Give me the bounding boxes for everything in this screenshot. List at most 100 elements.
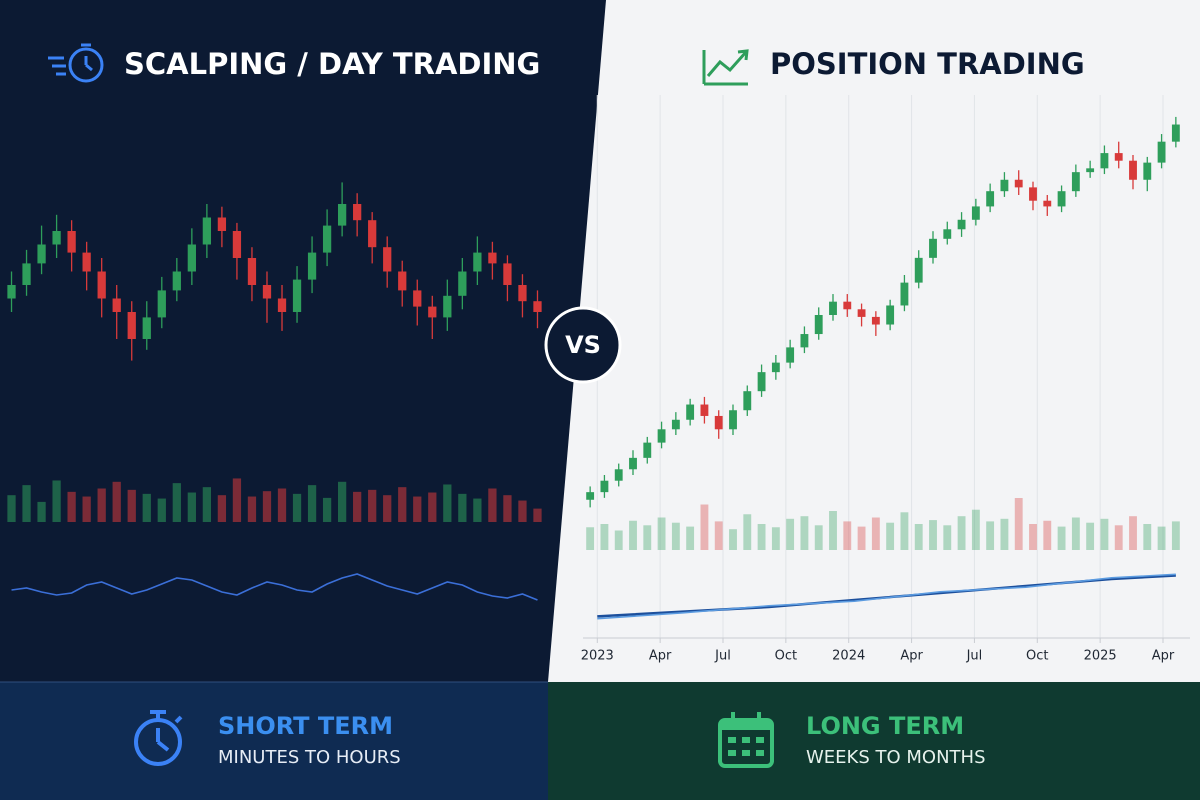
volume-bar (97, 488, 106, 522)
volume-bar (322, 497, 332, 522)
volume-bar (1043, 520, 1052, 550)
volume-bar (786, 518, 795, 550)
candle-body (232, 231, 242, 258)
volume-bar (127, 489, 136, 522)
candle-body (814, 315, 823, 335)
volume-bar (1171, 521, 1180, 550)
candle-body (686, 404, 695, 420)
trend-icon (702, 49, 749, 86)
volume-bar (277, 488, 287, 522)
candle-body (600, 480, 609, 493)
volume-bar (217, 495, 227, 522)
vs-label: VS (565, 331, 601, 359)
candle-body (1071, 172, 1080, 192)
volume-bar (771, 527, 780, 550)
candle-body (398, 271, 407, 291)
volume-bar (843, 521, 852, 550)
volume-bar (37, 501, 46, 522)
candle-body (322, 225, 332, 253)
volume-bar (473, 498, 482, 522)
candle-body (1114, 153, 1123, 161)
candle-body (247, 258, 257, 285)
x-tick-label: Apr (649, 649, 672, 664)
volume-bar (686, 526, 695, 550)
candle-body (82, 252, 91, 272)
volume-bar (533, 508, 542, 522)
footer-right-subtitle: WEEKS TO MONTHS (806, 747, 986, 768)
volume-bar (247, 496, 257, 522)
volume-bar (443, 484, 452, 522)
candle-body (900, 282, 909, 306)
candle-body (37, 244, 46, 264)
candle-body (657, 429, 666, 443)
volume-bar (368, 489, 377, 522)
volume-bar (142, 493, 151, 522)
indicator-line (11, 573, 538, 601)
candle-body (614, 469, 623, 481)
candle-body (172, 271, 181, 291)
volume-bar (202, 487, 212, 522)
candle-body (443, 295, 452, 318)
volume-bar (957, 516, 966, 550)
candle-body (217, 217, 227, 231)
volume-bar (1014, 498, 1023, 550)
volume-bar (172, 483, 181, 522)
candle-body (700, 404, 709, 416)
volume-bar (729, 529, 737, 550)
candle-body (714, 415, 723, 430)
candle-body (277, 298, 287, 312)
left-title: SCALPING / DAY TRADING (124, 47, 540, 81)
right-title: POSITION TRADING (770, 47, 1085, 81)
candle-body (829, 301, 837, 315)
candle-body (127, 312, 136, 339)
volume-bar (67, 491, 76, 522)
candle-body (786, 347, 795, 363)
candle-body (503, 263, 512, 285)
x-tick-label: Apr (900, 649, 923, 664)
footer-right-title: LONG TERM (806, 712, 964, 740)
volume-bar (629, 520, 637, 550)
volume-bar (337, 481, 347, 522)
candle-body (1000, 179, 1009, 192)
candle-body (1100, 153, 1109, 169)
candle-body (353, 204, 362, 221)
candle-body (202, 217, 212, 245)
x-tick-label: 2025 (1084, 649, 1117, 664)
volume-bar (943, 525, 952, 550)
volume-bar (292, 493, 302, 522)
volume-bar (232, 478, 242, 522)
volume-bar (187, 492, 196, 522)
volume-bar (1100, 518, 1109, 550)
volume-bar (7, 495, 16, 522)
candle-body (7, 285, 16, 299)
candle-body (187, 244, 196, 272)
candle-body (986, 191, 995, 207)
plots: 2023 Apr Jul Oct 2024 Apr Jul Oct 2025 Apr (7, 95, 1180, 664)
left-footer-bg (0, 682, 548, 800)
candle-body (914, 257, 923, 283)
volume-bar (657, 517, 666, 550)
candle-body (957, 219, 966, 230)
x-tick-label: Apr (1152, 649, 1175, 664)
volume-bar (1057, 526, 1066, 550)
candle-body (843, 301, 852, 310)
volume-bar (1029, 524, 1037, 550)
candle-body (1014, 179, 1023, 188)
volume-bar (914, 524, 923, 550)
candle-body (729, 410, 737, 430)
volume-bar (1000, 518, 1009, 550)
volume-bar (22, 485, 31, 522)
x-tick-label: 2023 (581, 649, 614, 664)
right-footer-bg (548, 682, 1200, 800)
volume-bar (458, 493, 467, 522)
candle-body (886, 305, 895, 325)
volume-bar (353, 491, 362, 522)
footer-left-title: SHORT TERM (218, 712, 393, 740)
left-background (0, 0, 606, 682)
volume-bar (488, 488, 497, 522)
x-tick-label: 2024 (832, 649, 865, 664)
footer-stopwatch-icon (134, 710, 183, 766)
volume-bar (614, 530, 623, 550)
x-tick-label: Jul (966, 649, 983, 664)
